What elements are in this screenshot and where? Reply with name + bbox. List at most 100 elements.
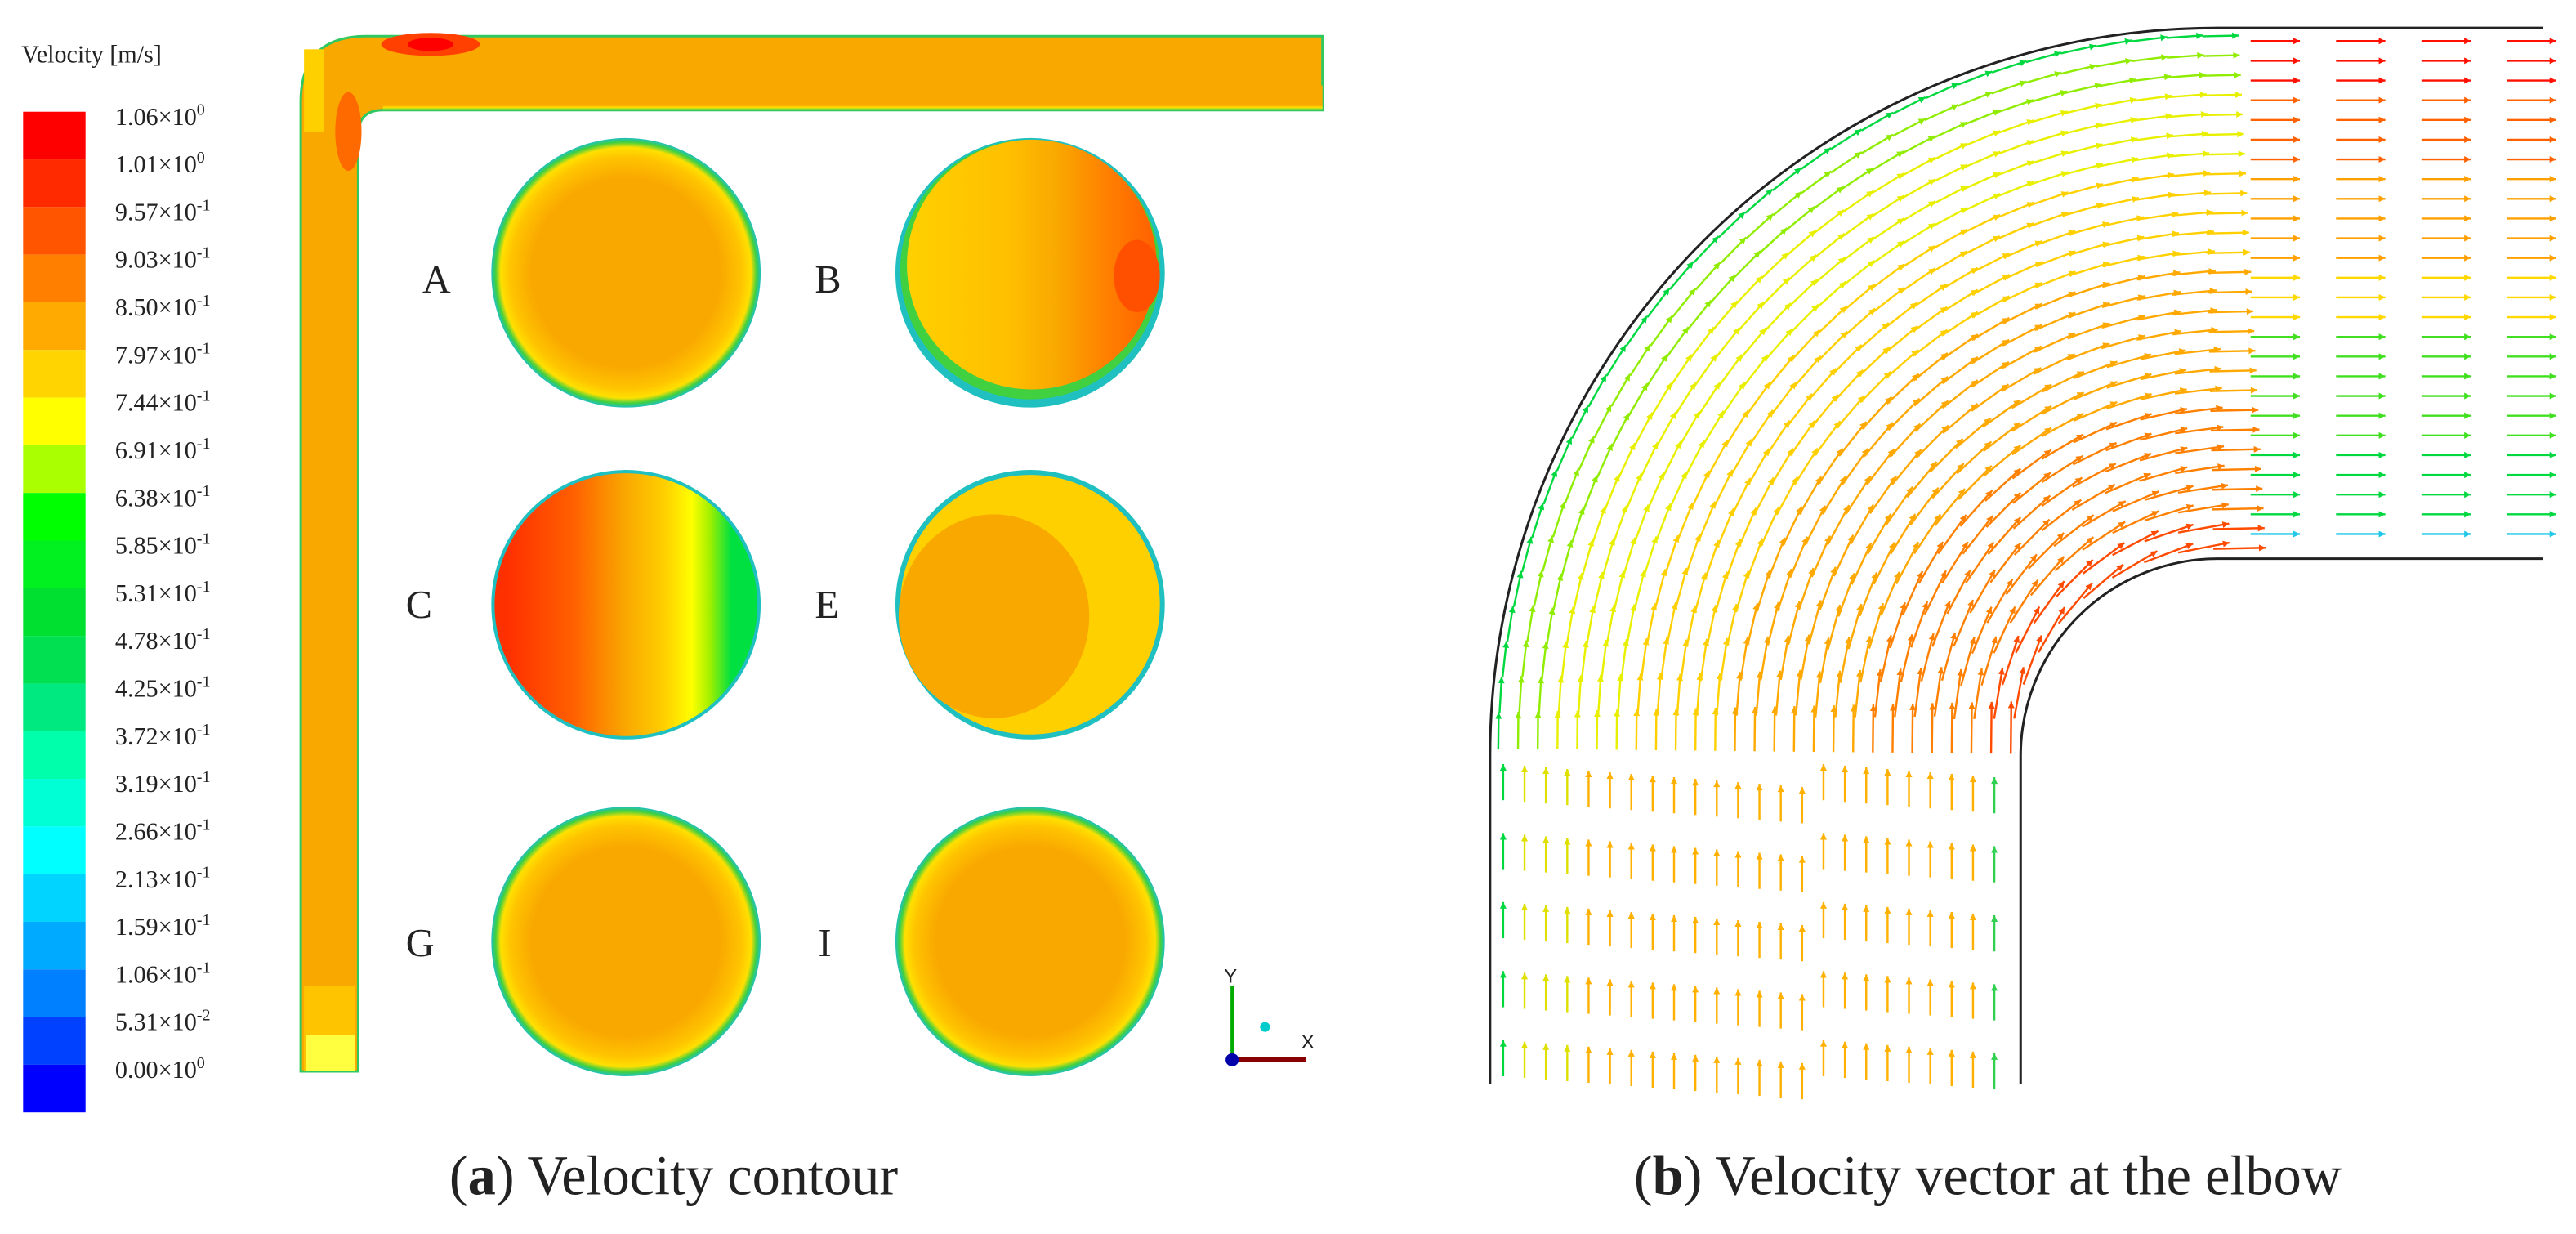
arrow-shaft [1950,702,1953,753]
vector-arrow [2175,463,2225,475]
arrow-head [1542,974,1550,981]
arrow-head [1703,471,1710,479]
vector-arrow [1534,711,1542,749]
vector-arrow [1933,667,1944,717]
arrow-head [2129,96,2137,104]
arrow-shaft [2029,191,2069,207]
arrow-head [2058,606,2065,615]
vector-arrow [1989,542,2022,583]
arrow-head [1734,782,1742,789]
arrow-shaft [1706,605,1717,647]
vector-arrow [1879,635,1893,682]
arrow-shaft [2140,388,2187,400]
arrow-shaft [1819,637,1830,684]
arrow-head [2378,412,2386,419]
arrow-shaft [2073,421,2118,444]
arrow-shaft [2067,322,2110,340]
arrow-shaft [1797,567,1815,611]
arrow-shaft [1851,704,1855,753]
vector-arrow [2336,293,2386,301]
arrow-head [1991,846,1998,853]
vector-arrow [1969,569,1996,614]
arrow-head [1606,841,1614,848]
vector-arrow [1889,704,1896,753]
arrow-head [2234,71,2241,78]
vector-arrow [1863,974,1870,1011]
legend-label: 0.00×100 [115,1054,205,1084]
vector-arrow [1761,276,1791,306]
arrow-head [2185,523,2194,530]
arrow-head [1649,844,1656,852]
vector-arrow [2029,150,2069,165]
arrow-shaft [1787,601,1801,646]
arrow-shaft [1827,604,1842,650]
vector-arrow [2056,559,2094,597]
vector-arrow [1758,227,1788,254]
vector-arrow [2002,240,2042,259]
vector-arrow [1717,354,1743,387]
vector-arrow [1909,703,1917,753]
arrow-head [2549,511,2556,518]
vector-arrow [1995,222,2034,241]
vector-arrow [1546,607,1556,646]
vector-arrow [1906,461,1938,499]
arrow-head [2095,102,2102,110]
arrow-shaft [1827,504,1851,546]
vector-arrow [2022,635,2042,685]
arrow-shaft [1770,448,1794,485]
arrow-head [1922,601,1929,610]
vector-arrow [1690,326,1715,359]
axis-y-label: Y [1224,965,1237,987]
vector-arrow [1991,777,1998,814]
arrow-shaft [2208,290,2252,294]
arrow-head [1991,914,1998,922]
arrow-head [1798,1062,1806,1070]
arrow-shaft [2175,464,2225,475]
vector-arrow [1969,982,1976,1019]
legend-swatch [23,588,86,637]
legend-mantissa: 2.66×10 [115,817,197,845]
arrow-head [2293,491,2301,499]
arrow-head [1521,972,1529,980]
arrow-head [1564,906,1571,914]
vector-arrow [1737,301,1765,332]
vector-arrow [1564,906,1571,944]
arrow-head [1784,302,1791,311]
arrow-shaft [1668,471,1688,509]
vector-arrow [2210,406,2259,414]
vector-arrow [1905,770,1913,807]
arrow-head [1516,570,1524,579]
arrow-shaft [1770,382,1797,416]
arrow-head [1798,856,1806,863]
caption: (a) Velocity contour [449,1145,899,1207]
vector-arrow [1763,302,1792,333]
arrow-shaft [1941,541,1969,584]
vector-arrow [2507,491,2556,499]
vector-arrow [1542,469,1558,505]
arrow-head [2464,176,2471,183]
vector-arrow [1756,852,1763,889]
arrow-shaft [1695,673,1702,716]
arrow-head [1811,304,1819,312]
legend-exponent: -1 [197,530,211,548]
vector-arrow [1901,156,1936,177]
vector-arrow [1649,844,1656,881]
arrow-head [1761,355,1768,363]
arrow-head [1582,405,1588,414]
arrow-head [1698,440,1704,449]
vector-arrow [2033,353,2076,375]
vector-arrow [1531,503,1545,539]
vector-arrow [1726,409,1749,445]
arrow-shaft [2098,197,2140,208]
arrow-shaft [1995,222,2034,241]
arrow-shaft [1605,605,1615,645]
vector-arrow [2029,171,2069,186]
arrow-shaft [1931,207,1968,228]
arrow-shaft [1834,670,1842,718]
vector-arrow [1924,103,1959,122]
vector-arrow [2205,190,2248,197]
arrow-head [2185,503,2194,511]
arrow-shaft [2034,311,2076,332]
arrow-shaft [2172,250,2216,257]
arrow-head [1969,913,1976,920]
